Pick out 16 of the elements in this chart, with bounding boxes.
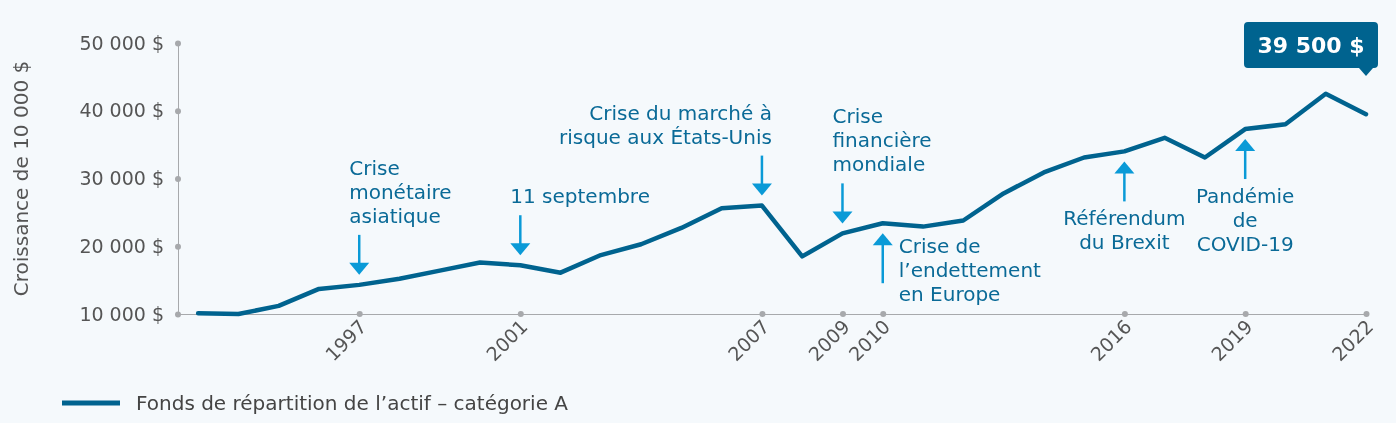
line-series (195, 91, 1369, 317)
y-tick-label: 30 000 $ (79, 167, 164, 190)
annotation: 11 septembre (510, 184, 650, 209)
annotation: Crise financière mondiale (832, 104, 932, 177)
y-tick-label: 40 000 $ (79, 99, 164, 122)
annotation: Crise de l’endettement en Europe (898, 234, 1042, 307)
y-tick-label: 50 000 $ (79, 31, 164, 54)
annotation: Crise du marché à risque aux États-Unis (559, 100, 772, 149)
annotation: Référendum du Brexit (1063, 206, 1186, 255)
legend-label: Fonds de répartition de l’actif – catégorie A (136, 391, 569, 415)
annotation: Pandémie de COVID-19 (1195, 184, 1295, 257)
y-axis-title: Croissance de 10 000 $ (9, 60, 33, 297)
y-tick-label: 20 000 $ (79, 234, 164, 257)
annotation: Crise monétaire asiatique (349, 155, 452, 228)
y-tick-label: 10 000 $ (79, 302, 164, 325)
annotation: 39 500 $ (1257, 33, 1365, 58)
